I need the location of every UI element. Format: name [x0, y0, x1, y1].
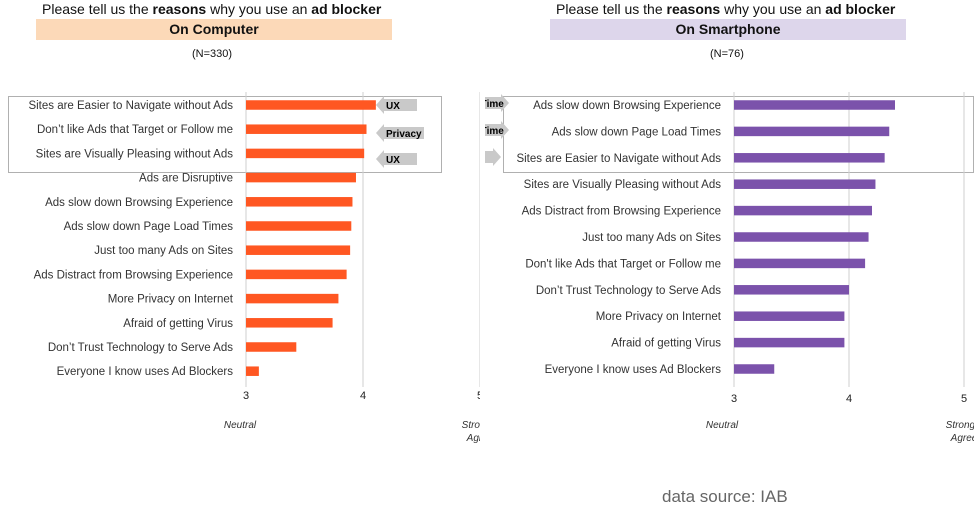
bar	[246, 148, 365, 159]
tag-label: Load Time	[485, 126, 504, 137]
bar	[734, 311, 845, 321]
bar	[246, 172, 356, 183]
category-label: Ads slow down Browsing Experience	[533, 100, 721, 112]
tag-label: UX	[386, 155, 400, 166]
headline-part: Please tell us the	[42, 1, 153, 17]
axis-end-label-strongly-agree: Agree	[950, 433, 974, 444]
bar	[246, 366, 259, 376]
category-label: Sites are Easier to Navigate without Ads	[516, 153, 721, 165]
headline-part: reasons	[666, 1, 721, 17]
category-label: More Privacy on Internet	[596, 311, 722, 323]
bar	[246, 318, 333, 328]
tag-arrow	[485, 148, 501, 166]
bar	[734, 285, 849, 295]
bar	[246, 197, 353, 207]
tag-arrow	[376, 124, 424, 142]
sample-size-label: (N=330)	[192, 48, 233, 60]
chart-subtitle: On Computer	[36, 19, 392, 40]
headline-part: Please tell us the	[556, 1, 667, 17]
chart-canvas: 3 4 5 Neutral Strongly Agree Sites are Easier …	[28, 92, 480, 444]
bar	[246, 342, 297, 352]
bar	[734, 337, 845, 348]
tick-label: 4	[846, 393, 852, 405]
chart-panel-computer: Please tell us the reasons why you use a…	[0, 0, 480, 470]
bar	[734, 232, 869, 242]
bar	[734, 364, 775, 374]
category-label: Sites are Easier to Navigate without Ads	[28, 100, 233, 112]
category-label: Don’t Trust Technology to Serve Ads	[536, 285, 721, 297]
tick-label: 3	[243, 390, 249, 402]
headline-part: why you use an	[206, 1, 312, 17]
category-label: Everyone I know uses Ad Blockers	[57, 366, 234, 378]
category-label: Ads Distract from Browsing Experience	[34, 269, 233, 281]
data-source-note: data source: IAB	[662, 487, 788, 506]
category-label: Just too many Ads on Sites	[582, 232, 721, 244]
tag-arrow	[376, 150, 417, 168]
category-label: Ads slow down Browsing Experience	[45, 197, 233, 209]
axis-end-label-strongly-agree: Strongly	[946, 420, 974, 431]
bar	[246, 100, 376, 110]
category-label: Sites are Visually Pleasing without Ads	[524, 179, 722, 191]
tag-label: Load Time	[485, 99, 504, 110]
category-label: Afraid of getting Virus	[123, 318, 233, 330]
chart-panel-smartphone: Please tell us the reasons why you use a…	[485, 0, 974, 470]
tick-label: 4	[360, 390, 366, 402]
chart-canvas: 3 4 5 Neutral Strongly Agree Ads slow down Bro…	[485, 92, 974, 444]
category-label: Ads Distract from Browsing Experience	[522, 206, 721, 218]
tag-arrow	[485, 94, 509, 112]
category-label: Ads slow down Page Load Times	[64, 221, 234, 233]
bar	[246, 293, 339, 304]
tag-arrow	[376, 96, 417, 114]
category-label: Don’t like Ads that Target or Follow me	[37, 124, 233, 136]
category-label: Afraid of getting Virus	[611, 338, 721, 350]
headline-part: reasons	[152, 1, 207, 17]
category-label: Everyone I know uses Ad Blockers	[545, 364, 722, 376]
category-label: More Privacy on Internet	[108, 294, 234, 306]
headline-part: ad blocker	[311, 1, 382, 17]
bar	[246, 245, 351, 255]
tick-label: 3	[731, 393, 737, 405]
bar	[246, 221, 352, 231]
axis-end-label-neutral: Neutral	[706, 420, 739, 431]
tick-label: 5	[477, 390, 480, 402]
axis-end-label-strongly-agree: Agree	[466, 433, 480, 444]
sample-size-label: (N=76)	[710, 48, 744, 60]
axis-end-label-neutral: Neutral	[224, 420, 257, 431]
bar	[734, 205, 872, 216]
bar	[734, 179, 876, 189]
chart-headline: Please tell us the reasons why you use a…	[42, 1, 381, 17]
bar	[246, 124, 367, 134]
headline-part: ad blocker	[825, 1, 896, 17]
tag-arrow	[485, 121, 509, 139]
bar	[734, 126, 890, 137]
chart-headline: Please tell us the reasons why you use a…	[556, 1, 895, 17]
category-label: Ads are Disruptive	[139, 173, 233, 185]
category-label: Sites are Visually Pleasing without Ads	[36, 148, 234, 160]
category-label: Don't like Ads that Target or Follow me	[525, 258, 721, 270]
headline-part: why you use an	[720, 1, 826, 17]
bar	[734, 100, 895, 110]
bar	[734, 153, 885, 163]
bar	[734, 258, 866, 269]
tick-label: 5	[961, 393, 967, 405]
category-label: Don’t Trust Technology to Serve Ads	[48, 342, 233, 354]
category-label: Ads slow down Page Load Times	[552, 126, 722, 138]
chart-subtitle: On Smartphone	[550, 19, 906, 40]
category-label: Just too many Ads on Sites	[94, 245, 233, 257]
bar	[246, 269, 347, 280]
tag-label: UX	[386, 101, 400, 112]
highlight-box	[8, 96, 442, 173]
tag-label: Privacy	[386, 129, 422, 140]
axis-end-label-strongly-agree: Strongly	[462, 420, 480, 431]
